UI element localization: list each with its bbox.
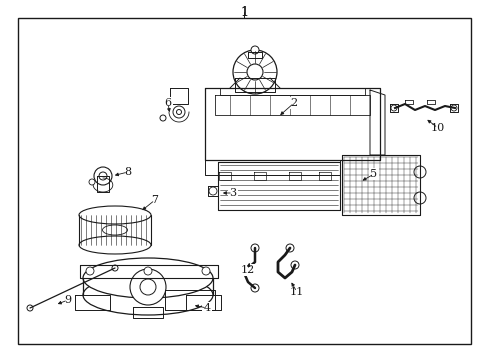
Polygon shape xyxy=(185,295,221,310)
Text: 8: 8 xyxy=(124,167,131,177)
Circle shape xyxy=(390,105,396,111)
Ellipse shape xyxy=(79,206,151,224)
Polygon shape xyxy=(164,290,215,310)
Circle shape xyxy=(208,187,217,195)
Polygon shape xyxy=(207,186,218,196)
Polygon shape xyxy=(369,90,384,155)
Polygon shape xyxy=(80,265,218,278)
Polygon shape xyxy=(404,100,412,104)
Polygon shape xyxy=(215,95,369,115)
Polygon shape xyxy=(247,52,262,58)
Text: 7: 7 xyxy=(151,195,158,205)
Polygon shape xyxy=(220,88,364,95)
Polygon shape xyxy=(75,295,110,310)
Text: 3: 3 xyxy=(229,188,236,198)
Text: 5: 5 xyxy=(370,169,377,179)
Polygon shape xyxy=(318,172,330,180)
Circle shape xyxy=(413,166,425,178)
Circle shape xyxy=(290,261,298,269)
Polygon shape xyxy=(219,172,230,180)
Text: 10: 10 xyxy=(430,123,444,133)
Text: 4: 4 xyxy=(203,303,210,313)
Polygon shape xyxy=(97,176,109,192)
Circle shape xyxy=(413,192,425,204)
Polygon shape xyxy=(253,172,265,180)
Text: 9: 9 xyxy=(64,295,71,305)
Circle shape xyxy=(232,50,276,94)
Circle shape xyxy=(250,244,259,252)
Polygon shape xyxy=(170,88,187,104)
Ellipse shape xyxy=(83,275,213,315)
Circle shape xyxy=(173,106,184,118)
Circle shape xyxy=(202,267,209,275)
Circle shape xyxy=(250,46,259,54)
Circle shape xyxy=(94,167,112,185)
Ellipse shape xyxy=(79,236,151,254)
Circle shape xyxy=(86,267,94,275)
Polygon shape xyxy=(204,88,379,160)
Polygon shape xyxy=(288,172,301,180)
Polygon shape xyxy=(389,104,397,112)
Circle shape xyxy=(89,179,95,185)
Circle shape xyxy=(130,269,165,305)
Circle shape xyxy=(27,305,33,311)
Text: 2: 2 xyxy=(290,98,297,108)
Polygon shape xyxy=(133,307,163,318)
Circle shape xyxy=(250,284,259,292)
Circle shape xyxy=(99,172,107,180)
Polygon shape xyxy=(204,160,339,175)
Text: 1: 1 xyxy=(240,6,247,19)
Polygon shape xyxy=(235,78,274,92)
Text: 6: 6 xyxy=(164,98,171,108)
Circle shape xyxy=(450,105,456,111)
Ellipse shape xyxy=(102,225,127,235)
Circle shape xyxy=(285,244,293,252)
Text: 11: 11 xyxy=(289,287,304,297)
Circle shape xyxy=(140,279,156,295)
Circle shape xyxy=(246,64,263,80)
Circle shape xyxy=(160,115,165,121)
Circle shape xyxy=(143,267,152,275)
Polygon shape xyxy=(449,104,457,112)
Circle shape xyxy=(112,265,118,271)
Text: 12: 12 xyxy=(241,265,255,275)
Polygon shape xyxy=(218,162,339,210)
Polygon shape xyxy=(341,155,419,215)
Polygon shape xyxy=(426,100,434,104)
Text: 1: 1 xyxy=(240,6,247,19)
Circle shape xyxy=(176,109,181,114)
Ellipse shape xyxy=(83,258,213,298)
